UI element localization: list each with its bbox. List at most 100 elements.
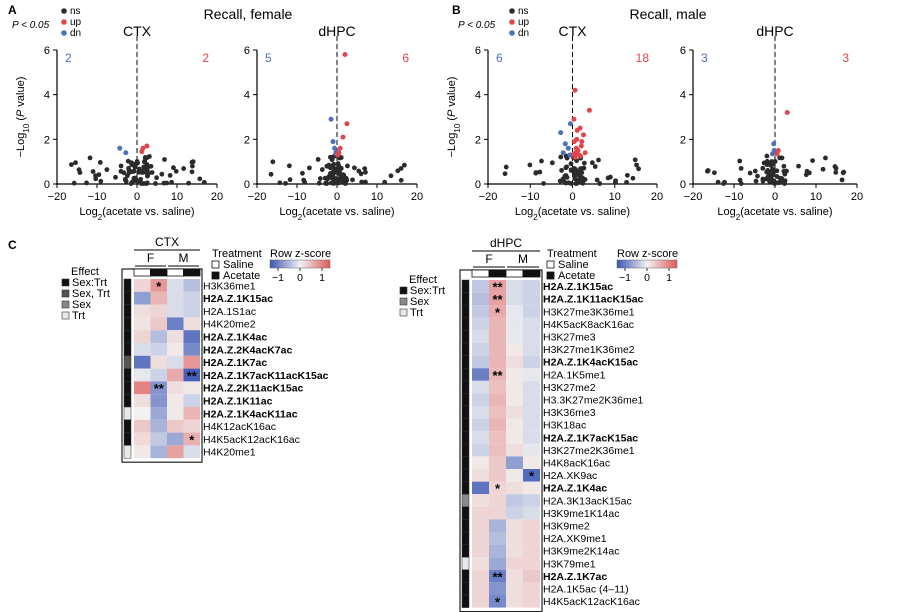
heatmap-cell [183,343,200,356]
heatmap-cell [150,317,167,331]
ns-point [597,181,603,186]
panel-a-header: A P < 0.05 ns up dn Recall, female [8,3,293,39]
heatmap-cell [506,431,523,444]
heatmap-cell [506,532,523,545]
row-label: H3K27me3K36me1 [543,306,635,318]
heatmap-cell [523,418,540,432]
effect-legend-label: Sex [72,299,91,311]
zscore-tick-label: 1 [319,272,325,284]
ns-point [752,168,758,174]
effect-cell [461,594,470,608]
heatmap-cell [506,469,523,482]
heatmap-cell [506,393,523,406]
row-label: H2A.1S1ac [203,306,256,318]
effect-legend-label: Trt [72,310,85,322]
zscore-tick-label: 1 [666,272,672,284]
ns-point [592,164,598,169]
y-tick-label: 4 [44,90,50,102]
zscore-legend-title: Row z-score [617,248,678,260]
x-tick-label: −20 [684,191,703,203]
heatmap-cell [167,381,184,395]
treatment-cell [166,268,184,277]
heatmap-cell [489,469,506,482]
up-point [572,154,578,160]
x-tick-label: 0 [134,191,140,203]
ns-point [139,181,144,186]
heatmap-cell [489,380,506,394]
legend-dn-label: dn [518,28,529,39]
y-tick-label: 0 [680,179,686,191]
up-point [784,110,790,116]
row-label: H3K36me3 [543,407,596,419]
row-label: H4K20me1 [203,447,256,459]
row-label: H3K27me3 [543,332,596,344]
ns-point [705,168,710,174]
zscore-tick-label: −1 [619,272,631,284]
effect-cell [461,418,470,432]
legend-dn-dot [61,30,67,36]
effect-cell [461,304,470,319]
ns-point [350,177,355,183]
row-label: H4K8acK16ac [543,458,610,470]
heatmap-cell [150,343,167,356]
effect-cell [461,279,470,293]
ns-point [128,181,134,186]
heatmap-cell [506,443,523,457]
legend-dn-label: dn [70,28,81,39]
heatmap-cell [506,343,523,356]
ns-point [839,177,845,183]
up-point [578,143,584,149]
row-label: H2A.Z.1K4ac [543,483,607,495]
heatmap-cell [167,368,184,382]
heatmap-cell [150,394,167,407]
effect-cell [461,443,470,457]
x-tick-label: −10 [725,191,744,203]
heatmap-cell [134,279,151,292]
row-label: H3K9me2K14ac [543,546,619,558]
significance-star: ** [492,569,503,584]
up-point [582,150,588,156]
ns-point [169,179,174,185]
treatment-cell [150,268,168,277]
effect-cell [461,582,470,596]
heatmap-cell [183,394,200,407]
dn-point [562,141,568,147]
x-tick-label: 20 [651,191,663,203]
ns-point [317,176,323,181]
heatmap-cell [523,519,540,532]
effect-swatch [61,289,70,298]
ns-point [563,153,569,159]
heatmap-cell [489,317,506,331]
ns-point [388,173,394,179]
significance-star: ** [492,292,503,307]
x-tick-label: 10 [609,191,621,203]
heatmap-cell [134,343,151,356]
heatmap-cell [506,456,523,469]
dn-count: 3 [701,51,708,65]
legend-ns-dot [509,8,515,14]
ns-point [572,173,578,179]
ns-point [104,167,110,173]
effect-swatch [61,300,70,309]
heatmap-cell [134,407,151,420]
effect-cell [461,493,470,508]
ns-point [632,157,638,163]
y-tick-label: 2 [244,134,250,146]
up-point [574,127,580,133]
up-count: 18 [636,51,650,65]
treatment-legend-title: Treatment [547,248,597,260]
effect-cell [461,519,470,533]
ns-point [564,174,570,180]
ns-point [343,181,348,186]
y-tick-label: 6 [475,45,481,57]
dn-count: 6 [496,51,503,65]
y-tick-label: 6 [680,45,686,57]
heatmap-cell [489,569,506,583]
heatmap-cell [489,519,506,532]
heatmap-cell [167,291,184,305]
up-point [340,134,346,140]
x-axis-label: Log2(acetate vs. saline) [717,206,832,222]
ns-point [351,165,357,171]
